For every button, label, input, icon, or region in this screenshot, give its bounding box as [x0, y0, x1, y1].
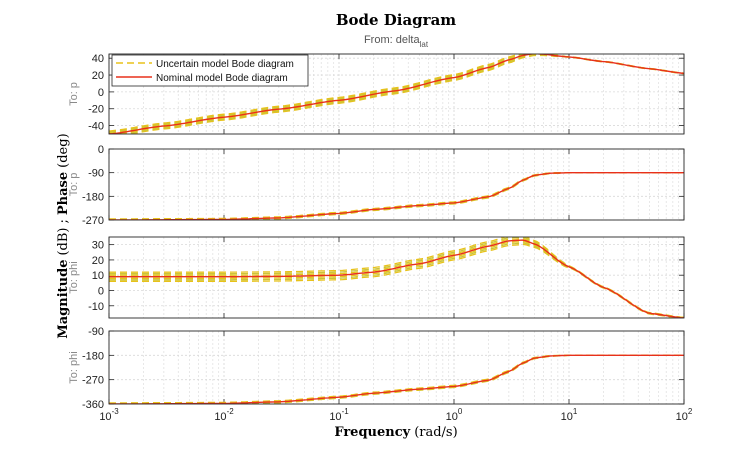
- y-tick-label: -90: [88, 326, 104, 338]
- uncertain-curve: [109, 242, 684, 318]
- y-label-phase-unit: (deg): [56, 133, 71, 167]
- y-tick-label: 30: [92, 240, 104, 252]
- y-tick-label: 0: [98, 87, 104, 99]
- x-tick-base: 10: [676, 411, 688, 423]
- x-tick-exponent: 1: [573, 407, 578, 416]
- x-label-frequency: Frequency: [334, 425, 410, 440]
- chart-subtitle: From: deltalat: [364, 34, 429, 49]
- plot-area: [109, 331, 684, 404]
- x-label-unit: (rad/s): [414, 425, 457, 440]
- x-tick-label: 10-1: [329, 407, 349, 423]
- x-tick-label: 100: [446, 407, 463, 423]
- plot-area: [109, 149, 684, 220]
- x-tick-exponent: 0: [458, 407, 463, 416]
- uncertain-curve: [109, 238, 684, 318]
- y-tick-label: -180: [82, 191, 104, 203]
- plot-frame: [108, 236, 685, 319]
- panel-p-phase: -270 -180 -90 0 To: p: [68, 144, 685, 227]
- y-label-magnitude: Magnitude: [56, 260, 71, 339]
- y-tick-label: -360: [82, 399, 104, 411]
- y-tick-label: 10: [92, 270, 104, 282]
- x-tick-label: 10-2: [214, 407, 234, 423]
- y-tick-label: -40: [88, 121, 104, 133]
- uncertain-curve: [109, 240, 684, 318]
- y-tick-label: 20: [92, 70, 104, 82]
- y-tick-label: 20: [92, 255, 104, 267]
- panel-phi-phase: -360 -270 -180 -90 To: phi: [68, 326, 685, 411]
- row-label: To: p: [68, 82, 80, 106]
- legend-box: [111, 54, 309, 87]
- y-label-separator: ;: [56, 219, 71, 223]
- y-tick-label: -270: [82, 215, 104, 227]
- y-axis-label: Magnitude (dB); Phase (deg): [56, 133, 71, 338]
- legend-label-uncertain: Uncertain model Bode diagram: [156, 59, 294, 70]
- nominal-series-line: [109, 239, 684, 318]
- row-label: To: p: [68, 173, 80, 197]
- y-tick-label: 40: [92, 53, 104, 65]
- y-tick-label: 0: [98, 144, 104, 156]
- subtitle-prefix: From: delta: [364, 34, 421, 46]
- x-tick-exponent: -2: [227, 407, 235, 416]
- y-tick-label: -180: [82, 350, 104, 362]
- x-axis-label: Frequency (rad/s): [334, 425, 457, 440]
- x-tick-exponent: 2: [688, 407, 693, 416]
- legend-label-nominal: Nominal model Bode diagram: [156, 73, 288, 84]
- x-tick-base: 10: [561, 411, 573, 423]
- row-label: To: phi: [68, 261, 80, 293]
- nominal-series-line: [109, 54, 684, 134]
- panel-phi-magnitude: -10 0 10 20 30 To: phi: [68, 236, 685, 319]
- plot-frame: [108, 53, 685, 135]
- nominal-series-line: [109, 172, 684, 220]
- x-tick-exponent: -3: [112, 407, 120, 416]
- y-tick-label: -10: [88, 301, 104, 313]
- y-tick-label: -90: [88, 168, 104, 180]
- uncertain-curve: [109, 243, 684, 318]
- y-label-phase: Phase: [56, 172, 71, 215]
- x-tick-label: 10-3: [99, 407, 119, 423]
- nominal-series-line: [109, 354, 684, 404]
- x-tick-label: 102: [676, 407, 693, 423]
- legend: Uncertain model Bode diagram Nominal mod…: [111, 54, 309, 87]
- plot-frame: [108, 148, 685, 221]
- y-tick-label: -270: [82, 375, 104, 387]
- y-tick-label: 0: [98, 285, 104, 297]
- x-tick-base: 10: [214, 411, 226, 423]
- x-tick-exponent: -1: [342, 407, 350, 416]
- chart-title: Bode Diagram: [336, 11, 456, 29]
- x-tick-base: 10: [329, 411, 341, 423]
- plot-frame: [108, 330, 685, 405]
- subtitle-subscript: lat: [420, 40, 429, 49]
- x-tick-label: 101: [561, 407, 578, 423]
- y-tick-label: -20: [88, 104, 104, 116]
- x-tick-base: 10: [99, 411, 111, 423]
- x-tick-base: 10: [446, 411, 458, 423]
- row-label: To: phi: [68, 351, 80, 383]
- x-tick-labels: 10-3 10-2 10-1 100 101 102: [99, 407, 693, 423]
- y-label-magnitude-unit: (dB): [56, 227, 71, 255]
